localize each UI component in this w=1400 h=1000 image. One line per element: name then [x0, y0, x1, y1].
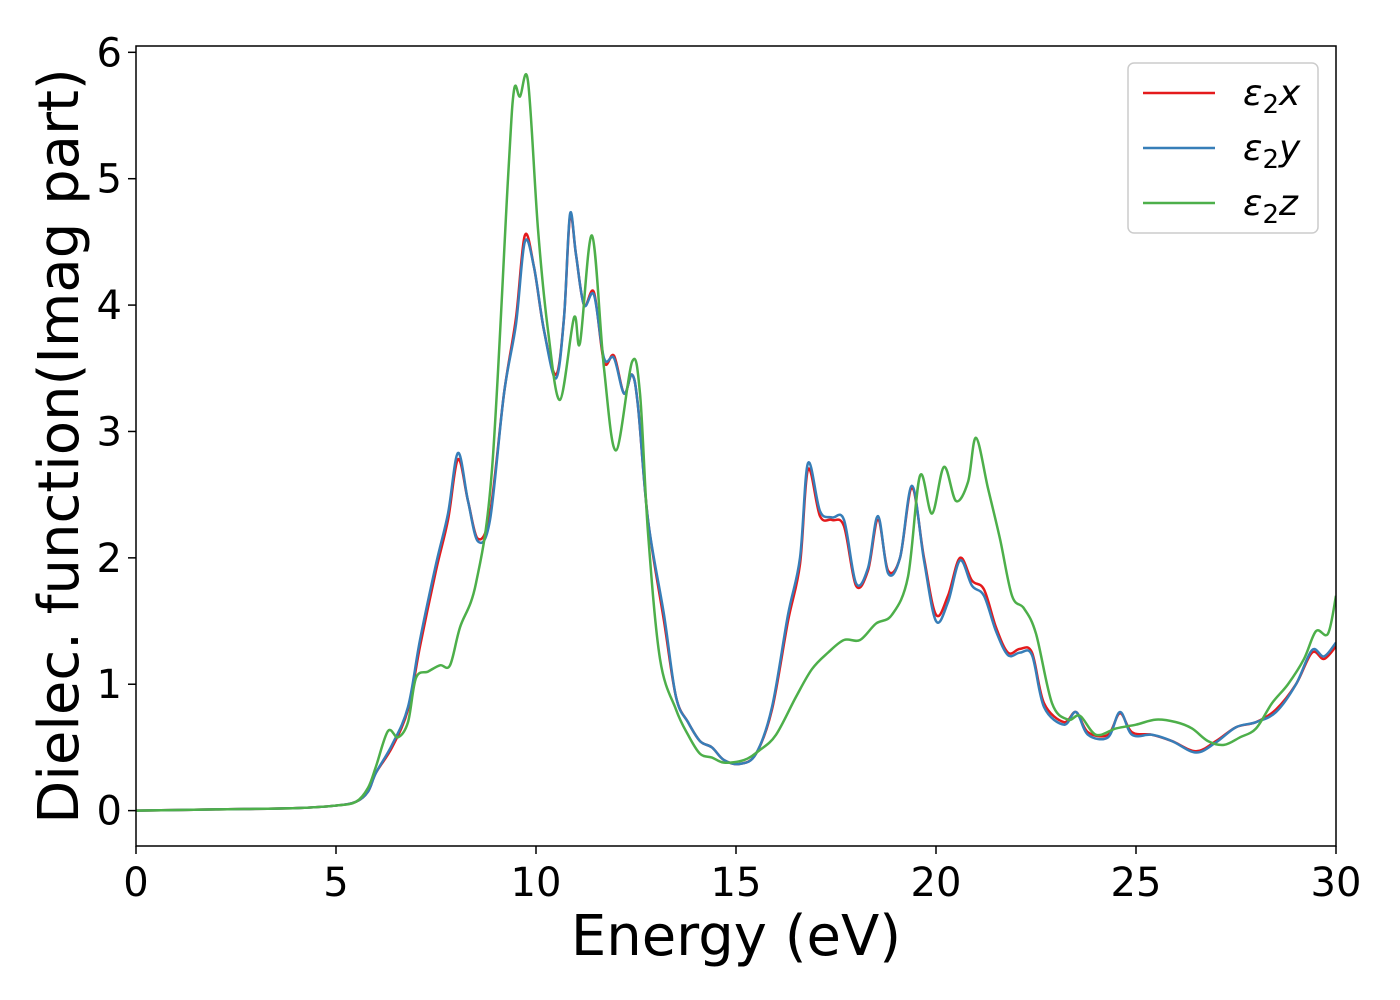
legend-variable: x	[1278, 73, 1301, 114]
x-tick-label: 30	[1311, 860, 1362, 906]
x-tick-label: 0	[123, 860, 148, 906]
legend-subscript: 2	[1262, 90, 1279, 120]
y-tick-label: 4	[97, 283, 122, 329]
legend-variable: y	[1278, 128, 1301, 169]
x-tick-label: 15	[711, 860, 762, 906]
legend-subscript: 2	[1262, 145, 1279, 175]
y-tick-label: 6	[97, 30, 122, 76]
y-tick-label: 3	[97, 409, 122, 455]
x-tick-label: 20	[911, 860, 962, 906]
legend-label-y: ε2y	[1243, 128, 1301, 175]
legend-box	[1127, 62, 1319, 234]
y-tick-label: 2	[97, 536, 122, 582]
y-tick-label: 1	[97, 662, 122, 708]
series-layer	[136, 72, 1336, 812]
legend-label-x: ε2x	[1243, 73, 1301, 120]
series-line-y	[136, 210, 1336, 812]
y-tick-label: 0	[97, 789, 122, 835]
x-tick-label: 5	[323, 860, 348, 906]
legend-subscript: 2	[1262, 200, 1279, 230]
x-axis-title: Energy (eV)	[571, 904, 901, 969]
y-axis-title: Dielec. function(Imag part)	[27, 68, 92, 824]
x-axis: 0 5 10 15 20 25 30	[123, 846, 1361, 906]
legend-symbol: ε	[1243, 73, 1262, 114]
series-line-z	[136, 72, 1336, 812]
legend-symbol: ε	[1243, 128, 1262, 169]
x-tick-label: 10	[511, 860, 562, 906]
y-axis: 0 1 2 3 4 5 6	[97, 30, 136, 835]
legend-label-z: ε2z	[1243, 183, 1299, 230]
legend-symbol: ε	[1243, 183, 1262, 224]
y-tick-label: 5	[97, 157, 122, 203]
x-tick-label: 25	[1111, 860, 1162, 906]
legend-variable: z	[1278, 183, 1299, 224]
